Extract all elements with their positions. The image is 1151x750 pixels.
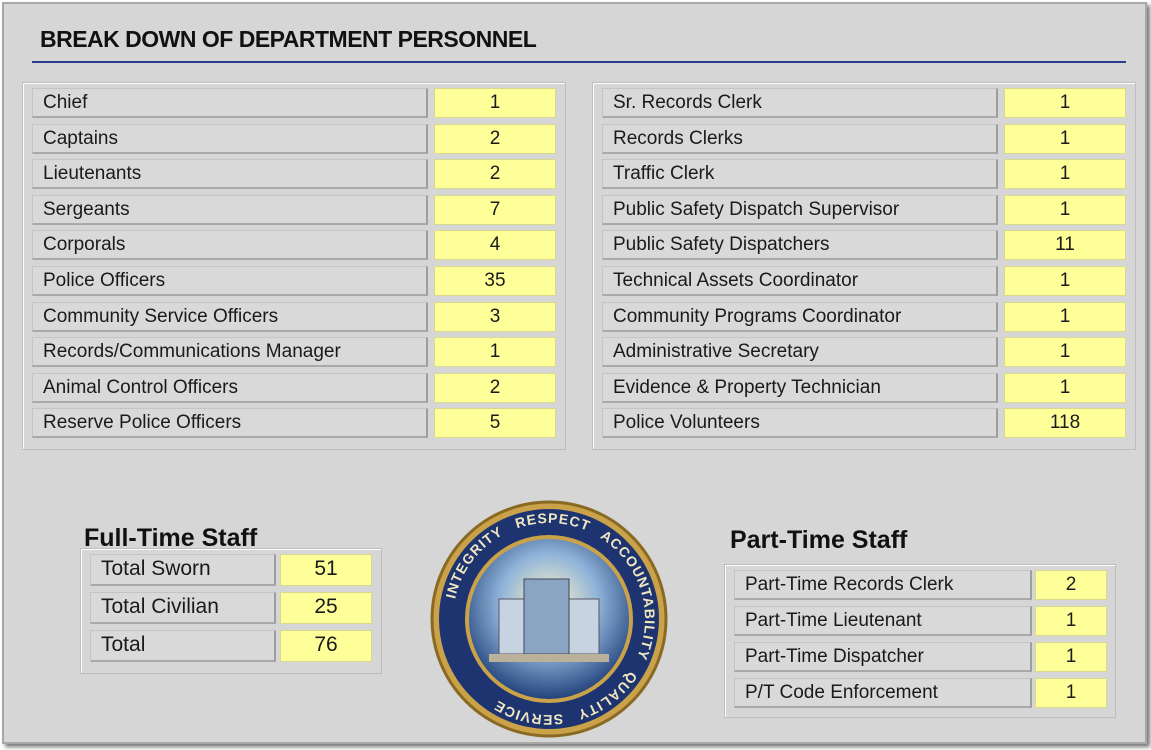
page-title: BREAK DOWN OF DEPARTMENT PERSONNEL: [40, 26, 536, 53]
row-label: Total Civilian: [90, 592, 276, 624]
row-label: Captains: [32, 124, 428, 154]
part-time-title: Part-Time Staff: [730, 526, 907, 555]
panel: BREAK DOWN OF DEPARTMENT PERSONNEL Full-…: [2, 2, 1147, 744]
row-value: 76: [280, 630, 372, 662]
row-value: 35: [434, 266, 556, 296]
row-value: 3: [434, 302, 556, 332]
row-label: Technical Assets Coordinator: [602, 266, 998, 296]
row-label: Public Safety Dispatch Supervisor: [602, 195, 998, 225]
row-value: 7: [434, 195, 556, 225]
row-label: Reserve Police Officers: [32, 408, 428, 438]
row-value: 1: [1004, 337, 1126, 367]
row-label: Sr. Records Clerk: [602, 88, 998, 118]
row-value: 5: [434, 408, 556, 438]
row-label: Part-Time Lieutenant: [734, 606, 1032, 636]
row-label: Community Service Officers: [32, 302, 428, 332]
row-label: Police Volunteers: [602, 408, 998, 438]
row-label: Sergeants: [32, 195, 428, 225]
row-value: 1: [1004, 373, 1126, 403]
row-value: 1: [1004, 302, 1126, 332]
row-label: Total: [90, 630, 276, 662]
row-label: Records Clerks: [602, 124, 998, 154]
row-label: Administrative Secretary: [602, 337, 998, 367]
row-label: Corporals: [32, 230, 428, 260]
row-label: Public Safety Dispatchers: [602, 230, 998, 260]
row-value: 1: [1004, 159, 1126, 189]
row-value: 11: [1004, 230, 1126, 260]
row-label: Animal Control Officers: [32, 373, 428, 403]
row-value: 2: [1035, 570, 1107, 600]
row-value: 1: [1004, 195, 1126, 225]
row-value: 1: [1035, 642, 1107, 672]
row-value: 4: [434, 230, 556, 260]
row-value: 2: [434, 159, 556, 189]
row-value: 1: [1035, 678, 1107, 708]
row-label: Traffic Clerk: [602, 159, 998, 189]
row-label: Part-Time Dispatcher: [734, 642, 1032, 672]
row-value: 1: [1004, 88, 1126, 118]
row-value: 1: [1004, 266, 1126, 296]
row-value: 118: [1004, 408, 1126, 438]
page: BREAK DOWN OF DEPARTMENT PERSONNEL Full-…: [0, 0, 1151, 750]
row-value: 2: [434, 373, 556, 403]
row-label: Police Officers: [32, 266, 428, 296]
row-value: 1: [1035, 606, 1107, 636]
row-value: 2: [434, 124, 556, 154]
row-value: 1: [1004, 124, 1126, 154]
row-value: 1: [434, 337, 556, 367]
row-value: 51: [280, 554, 372, 586]
row-value: 1: [434, 88, 556, 118]
title-rule: [32, 61, 1126, 63]
row-label: Evidence & Property Technician: [602, 373, 998, 403]
row-label: Part-Time Records Clerk: [734, 570, 1032, 600]
row-label: Total Sworn: [90, 554, 276, 586]
row-label: Lieutenants: [32, 159, 428, 189]
row-label: P/T Code Enforcement: [734, 678, 1032, 708]
row-label: Community Programs Coordinator: [602, 302, 998, 332]
row-label: Records/Communications Manager: [32, 337, 428, 367]
row-label: Chief: [32, 88, 428, 118]
row-value: 25: [280, 592, 372, 624]
